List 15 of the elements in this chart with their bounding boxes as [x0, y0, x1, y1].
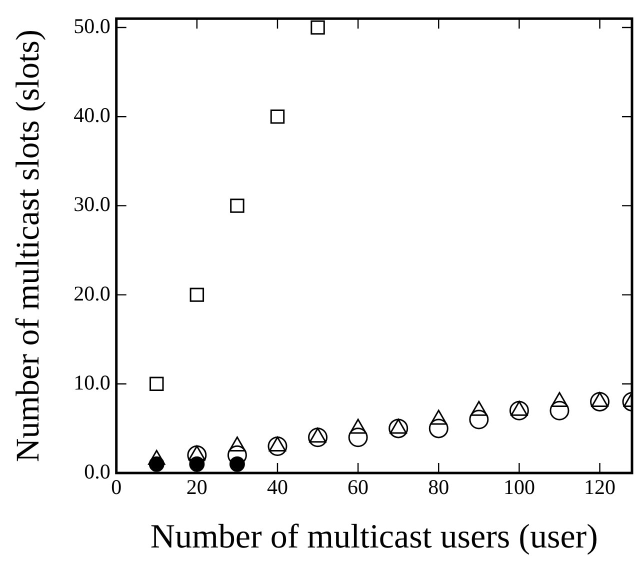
- y-tick-label: 10.0: [74, 370, 110, 394]
- y-tick-label: 30.0: [74, 192, 110, 216]
- y-tick-label: 50.0: [74, 14, 110, 38]
- x-tick-label: 40: [266, 475, 288, 500]
- y-tick-label: 20.0: [74, 281, 110, 306]
- x-tick-label: 0: [111, 475, 122, 500]
- x-tick-label: 20: [186, 475, 208, 500]
- y-tick-label: 40.0: [74, 103, 110, 128]
- x-tick-label: 60: [348, 475, 369, 500]
- x-tick-label: 120: [584, 475, 616, 500]
- y-axis-title: Number of multicast slots (slots): [10, 29, 46, 462]
- x-tick-label: 80: [428, 475, 450, 500]
- y-tick-label: 0.0: [84, 460, 110, 484]
- x-tick-label: 100: [503, 475, 535, 500]
- x-axis-title: Number of multicast users (user): [150, 518, 598, 556]
